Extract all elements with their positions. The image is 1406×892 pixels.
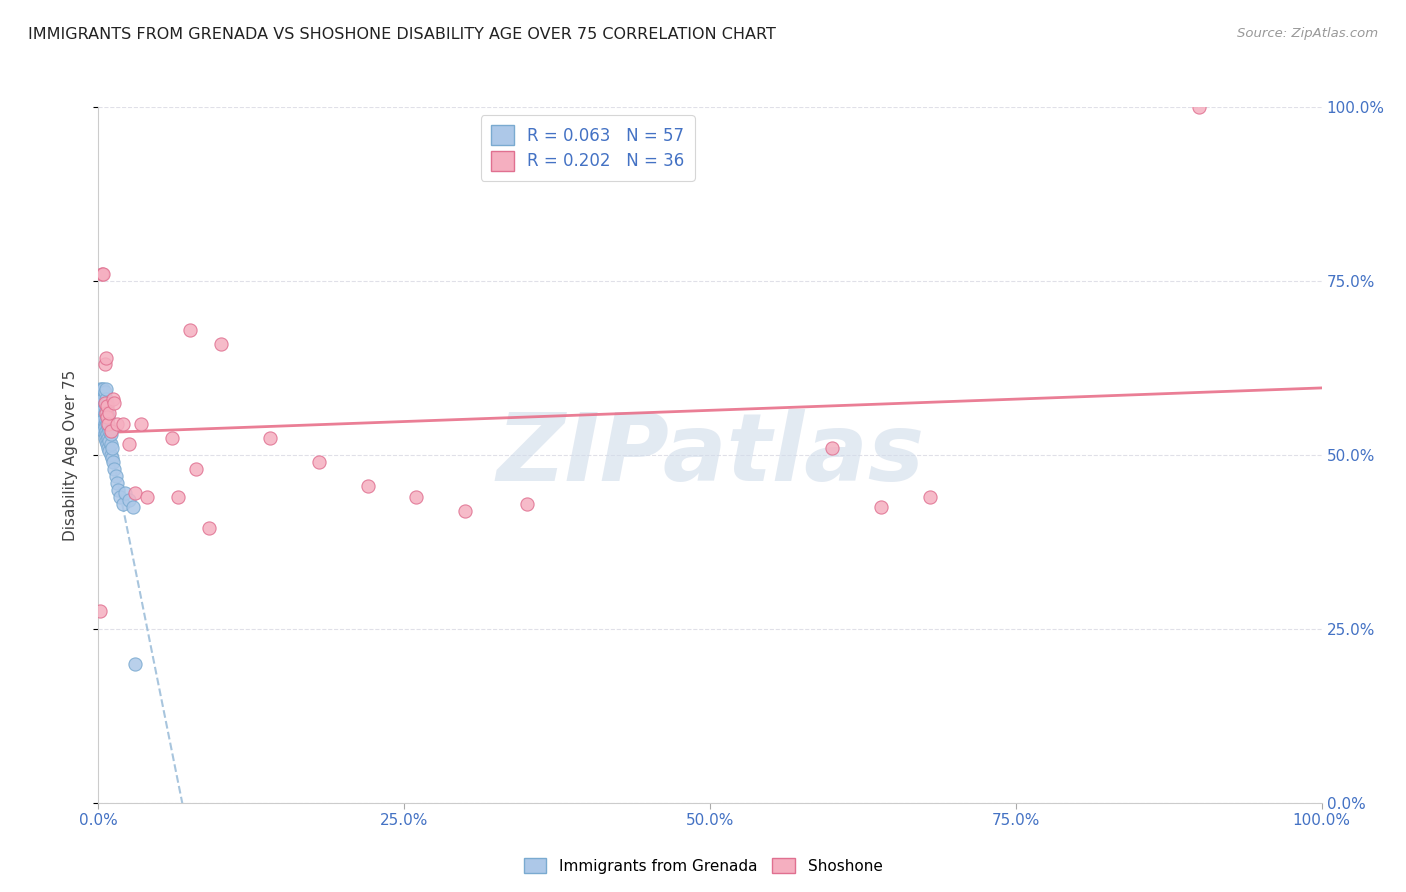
Point	[93, 420, 115, 434]
Point	[96, 399, 118, 413]
Point	[101, 451, 124, 466]
Point	[94, 382, 117, 396]
Point	[103, 462, 125, 476]
Point	[110, 490, 132, 504]
Point	[124, 486, 146, 500]
Text: IMMIGRANTS FROM GRENADA VS SHOSHONE DISABILITY AGE OVER 75 CORRELATION CHART: IMMIGRANTS FROM GRENADA VS SHOSHONE DISA…	[28, 27, 776, 42]
Point	[96, 406, 118, 420]
Point	[821, 441, 844, 455]
Point	[96, 427, 118, 442]
Point	[96, 417, 118, 431]
Point	[94, 413, 117, 427]
Point	[93, 406, 115, 420]
Point	[405, 490, 427, 504]
Point	[107, 483, 129, 497]
Point	[356, 479, 378, 493]
Legend: Immigrants from Grenada, Shoshone: Immigrants from Grenada, Shoshone	[517, 852, 889, 880]
Point	[121, 500, 143, 514]
Point	[97, 409, 120, 424]
Point	[101, 455, 124, 469]
Text: ZIPatlas: ZIPatlas	[496, 409, 924, 501]
Point	[97, 420, 120, 434]
Point	[94, 406, 117, 420]
Point	[98, 434, 121, 448]
Point	[97, 441, 120, 455]
Legend: R = 0.063   N = 57, R = 0.202   N = 36: R = 0.063 N = 57, R = 0.202 N = 36	[481, 115, 695, 180]
Point	[118, 493, 141, 508]
Point	[197, 521, 219, 535]
Point	[91, 402, 114, 417]
Point	[101, 441, 124, 455]
Point	[105, 475, 128, 490]
Point	[98, 444, 121, 458]
Point	[89, 605, 111, 619]
Point	[100, 427, 122, 442]
Point	[90, 389, 112, 403]
Point	[96, 396, 118, 410]
Point	[209, 336, 232, 351]
Point	[93, 417, 115, 431]
Point	[94, 392, 117, 407]
Point	[111, 417, 134, 431]
Point	[96, 437, 118, 451]
Point	[103, 396, 125, 410]
Point	[100, 424, 122, 438]
Point	[100, 437, 122, 451]
Point	[101, 392, 124, 407]
Point	[100, 448, 122, 462]
Point	[94, 402, 117, 417]
Point	[98, 406, 121, 420]
Point	[160, 431, 183, 445]
Point	[1188, 100, 1211, 114]
Y-axis label: Disability Age Over 75: Disability Age Over 75	[63, 369, 77, 541]
Point	[124, 657, 146, 671]
Point	[118, 437, 141, 451]
Point	[93, 427, 115, 442]
Point	[186, 462, 208, 476]
Point	[920, 490, 942, 504]
Point	[96, 409, 118, 424]
Point	[97, 431, 120, 445]
Point	[179, 323, 201, 337]
Point	[91, 382, 114, 396]
Point	[93, 431, 115, 445]
Point	[90, 402, 112, 417]
Point	[89, 396, 111, 410]
Point	[90, 396, 112, 410]
Point	[94, 424, 117, 438]
Point	[515, 497, 537, 511]
Point	[105, 417, 128, 431]
Point	[91, 385, 114, 400]
Point	[114, 486, 136, 500]
Point	[91, 420, 114, 434]
Point	[93, 358, 115, 372]
Point	[111, 497, 134, 511]
Point	[98, 424, 121, 438]
Text: Source: ZipAtlas.com: Source: ZipAtlas.com	[1237, 27, 1378, 40]
Point	[91, 382, 114, 396]
Point	[93, 396, 115, 410]
Point	[93, 385, 115, 400]
Point	[97, 417, 120, 431]
Point	[308, 455, 330, 469]
Point	[104, 468, 127, 483]
Point	[89, 382, 111, 396]
Point	[91, 424, 114, 438]
Point	[259, 431, 281, 445]
Point	[93, 396, 115, 410]
Point	[91, 396, 114, 410]
Point	[91, 406, 114, 420]
Point	[94, 351, 117, 365]
Point	[91, 267, 114, 281]
Point	[129, 417, 152, 431]
Point	[90, 409, 112, 424]
Point	[94, 434, 117, 448]
Point	[136, 490, 159, 504]
Point	[167, 490, 190, 504]
Point	[91, 267, 114, 281]
Point	[454, 503, 477, 517]
Point	[91, 392, 114, 407]
Point	[870, 500, 893, 514]
Point	[91, 413, 114, 427]
